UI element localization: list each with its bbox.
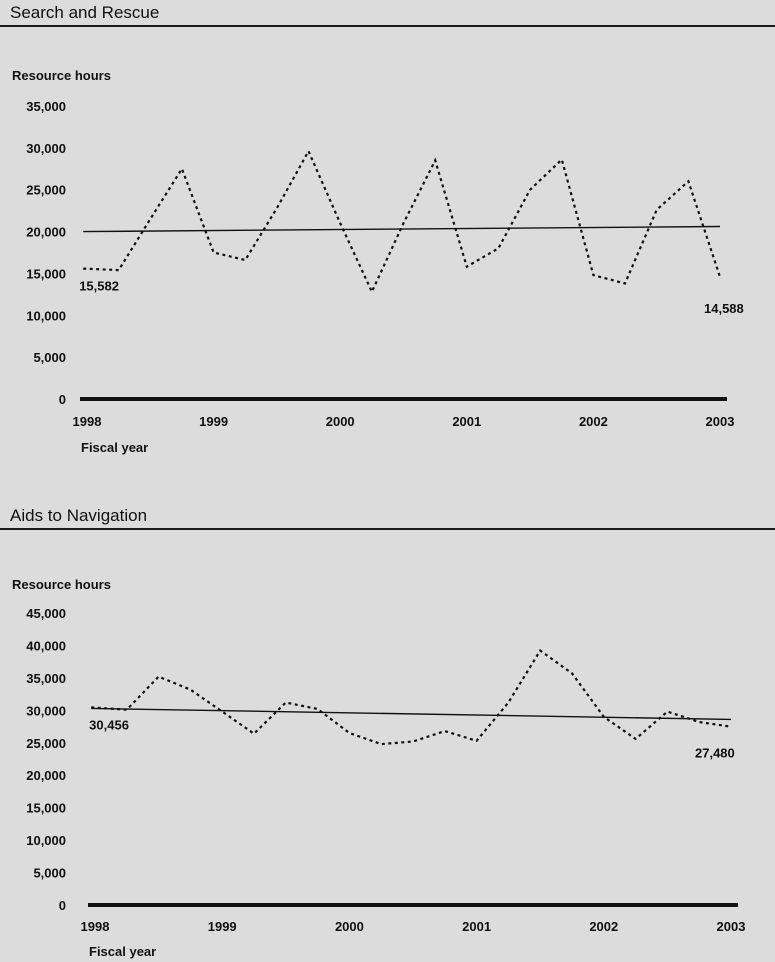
x-tick-label: 1999 — [208, 919, 237, 934]
y-tick-label: 25,000 — [26, 736, 66, 751]
y-tick-label: 5,000 — [33, 350, 66, 365]
data-label: 30,456 — [89, 717, 129, 732]
x-axis-ticks: 1998 1999 2000 2001 2002 2003 — [73, 414, 735, 429]
y-axis-ticks: 35,000 30,000 25,000 20,000 15,000 10,000 5,00… — [26, 99, 66, 407]
y-tick-label: 10,000 — [26, 308, 66, 323]
x-tick-label: 2002 — [589, 919, 618, 934]
y-tick-label: 35,000 — [26, 99, 66, 114]
series-line-dotted — [83, 148, 722, 295]
y-tick-label: 5,000 — [33, 866, 66, 881]
y-axis-label: Resource hours — [12, 68, 111, 83]
y-tick-label: 10,000 — [26, 833, 66, 848]
y-tick-label: 20,000 — [26, 225, 66, 240]
y-tick-label: 35,000 — [26, 671, 66, 686]
x-axis-label: Fiscal year — [89, 944, 156, 959]
x-tick-label: 2003 — [706, 414, 735, 429]
series-line-dotted — [91, 649, 732, 746]
title-rule — [0, 25, 775, 27]
y-tick-label: 30,000 — [26, 703, 66, 718]
series-line-solid — [83, 225, 721, 233]
aids-to-navigation-panel: Aids to Navigation Resource hours 45,000… — [0, 503, 775, 962]
x-tick-label: 2000 — [335, 919, 364, 934]
x-axis-ticks: 1998 1999 2000 2001 2002 2003 — [81, 919, 746, 934]
x-tick-label: 1998 — [73, 414, 102, 429]
x-tick-label: 2002 — [579, 414, 608, 429]
data-label: 27,480 — [695, 746, 735, 761]
chart-title: Search and Rescue — [10, 3, 160, 22]
x-tick-label: 1999 — [199, 414, 228, 429]
y-tick-label: 25,000 — [26, 183, 66, 198]
data-label: 15,582 — [79, 279, 119, 294]
x-tick-label: 2001 — [452, 414, 481, 429]
y-tick-label: 40,000 — [26, 638, 66, 653]
chart-title: Aids to Navigation — [10, 506, 148, 525]
y-axis-label: Resource hours — [12, 577, 111, 592]
x-tick-label: 2003 — [717, 919, 746, 934]
y-tick-label: 20,000 — [26, 768, 66, 783]
x-tick-label: 1998 — [81, 919, 110, 934]
data-label: 14,588 — [704, 301, 744, 316]
x-tick-label: 2001 — [462, 919, 491, 934]
y-tick-label: 15,000 — [26, 266, 66, 281]
x-axis-label: Fiscal year — [81, 440, 148, 455]
x-tick-label: 2000 — [326, 414, 355, 429]
y-tick-label: 15,000 — [26, 801, 66, 816]
y-tick-label: 0 — [59, 898, 66, 913]
y-tick-label: 45,000 — [26, 606, 66, 621]
y-axis-ticks: 45,000 40,000 35,000 30,000 25,000 20,000 15,0… — [26, 606, 66, 913]
annotations: 30,456 27,480 — [89, 717, 735, 760]
annotations: 15,582 14,588 — [79, 279, 744, 316]
search-and-rescue-panel: Search and Rescue Resource hours 35,000 3… — [0, 3, 775, 455]
title-rule — [0, 528, 775, 530]
series-line-solid — [91, 707, 732, 721]
aids-to-navigation-chart: Resource hours 45,000 40,000 35,000 30,000 2… — [12, 577, 746, 959]
search-and-rescue-chart: Resource hours 35,000 30,000 25,000 20,000 1… — [12, 68, 744, 455]
y-tick-label: 0 — [59, 392, 66, 407]
y-tick-label: 30,000 — [26, 141, 66, 156]
